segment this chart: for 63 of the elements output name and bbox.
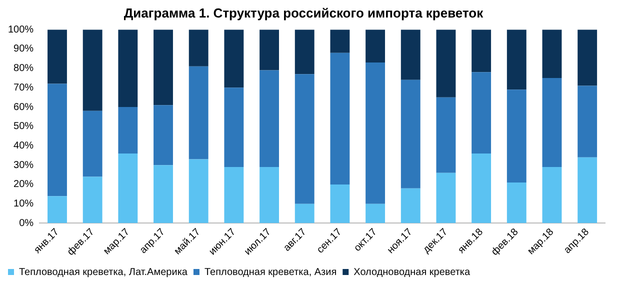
bar bbox=[472, 30, 492, 72]
bar bbox=[48, 196, 67, 224]
bar bbox=[224, 30, 244, 88]
bar bbox=[400, 30, 420, 80]
y-tick-label: 20% bbox=[14, 179, 34, 190]
bar bbox=[436, 30, 456, 98]
bar bbox=[260, 70, 279, 168]
bar bbox=[48, 84, 67, 196]
bar bbox=[224, 88, 244, 168]
bar bbox=[154, 165, 173, 224]
bar bbox=[330, 30, 350, 53]
y-tick-label: 50% bbox=[14, 121, 34, 132]
bar bbox=[82, 176, 102, 224]
bar bbox=[188, 159, 208, 224]
y-tick-label: 0% bbox=[19, 218, 34, 229]
bar bbox=[260, 30, 279, 70]
bar bbox=[542, 78, 562, 168]
bar bbox=[294, 74, 314, 204]
bar bbox=[578, 157, 598, 224]
bar bbox=[578, 86, 598, 158]
bar bbox=[330, 184, 350, 224]
y-tick-label: 30% bbox=[14, 160, 34, 171]
bar bbox=[118, 107, 138, 154]
bar bbox=[506, 30, 526, 90]
y-tick-label: 80% bbox=[14, 63, 34, 74]
bar bbox=[436, 172, 456, 224]
bar bbox=[82, 110, 102, 177]
bar bbox=[82, 30, 102, 111]
legend-label: Тепловодная креветка, Лат.Америка bbox=[19, 266, 188, 278]
y-tick-label: 90% bbox=[14, 44, 34, 55]
bar bbox=[330, 52, 350, 184]
bar bbox=[118, 153, 138, 224]
y-tick-label: 60% bbox=[14, 102, 34, 113]
bar bbox=[118, 30, 138, 108]
bar bbox=[472, 72, 492, 154]
bar bbox=[260, 167, 279, 224]
y-tick-label: 40% bbox=[14, 140, 34, 152]
bar bbox=[472, 153, 492, 224]
bar bbox=[506, 182, 526, 224]
bar bbox=[436, 97, 456, 173]
legend-label: Тепловодная креветка, Азия bbox=[204, 266, 337, 278]
y-tick-label: 10% bbox=[14, 198, 34, 210]
bar bbox=[294, 30, 314, 74]
bar bbox=[188, 66, 208, 160]
bar bbox=[224, 167, 244, 224]
bar bbox=[294, 204, 314, 224]
legend-label: Холодноводная креветка bbox=[354, 266, 470, 278]
chart-title: Диаграмма 1. Структура российского импорта креветок bbox=[124, 5, 484, 20]
y-tick-label: 70% bbox=[14, 82, 34, 94]
bar bbox=[48, 30, 67, 84]
bar bbox=[366, 204, 386, 224]
bar bbox=[366, 30, 386, 63]
bar bbox=[400, 80, 420, 188]
bar bbox=[542, 167, 562, 224]
bar bbox=[542, 30, 562, 78]
bar bbox=[154, 30, 173, 106]
bar bbox=[188, 30, 208, 66]
y-tick-label: 100% bbox=[8, 24, 34, 36]
bar bbox=[154, 105, 173, 166]
bar bbox=[400, 188, 420, 224]
bar bbox=[366, 62, 386, 204]
bar bbox=[578, 30, 598, 86]
bar bbox=[506, 90, 526, 183]
